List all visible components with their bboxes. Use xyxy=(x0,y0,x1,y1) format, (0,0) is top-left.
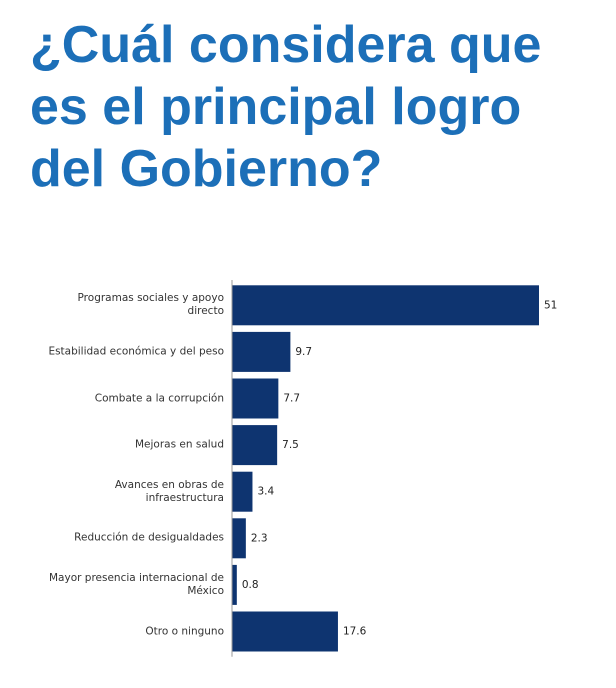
bar xyxy=(232,471,253,512)
bar xyxy=(232,564,237,605)
bar xyxy=(232,425,278,466)
category-label: Programas sociales y apoyo directo xyxy=(77,292,224,318)
chart-title: ¿Cuál considera que es el principal logr… xyxy=(30,16,542,198)
category-label: Avances en obras de infraestructura xyxy=(114,478,224,504)
bar xyxy=(232,285,539,326)
value-label: 3.4 xyxy=(257,486,274,498)
bar xyxy=(232,611,338,652)
category-label: Estabilidad económica y del peso xyxy=(48,345,224,358)
value-label: 0.8 xyxy=(242,579,259,591)
bar xyxy=(232,378,279,419)
value-label: 17.6 xyxy=(343,626,367,638)
value-label: 2.3 xyxy=(251,532,268,544)
category-label: Otro o ninguno xyxy=(145,625,224,637)
category-label: Mayor presencia internacional de México xyxy=(49,571,224,597)
bar xyxy=(232,331,291,372)
value-label: 51 xyxy=(544,299,557,311)
value-label: 9.7 xyxy=(295,346,312,358)
value-label: 7.5 xyxy=(282,439,299,451)
value-label: 7.7 xyxy=(283,393,300,405)
bar xyxy=(232,518,246,559)
category-label: Combate a la corrupción xyxy=(94,392,224,404)
category-label: Mejoras en salud xyxy=(134,438,224,451)
category-label: Reducción de desigualdades xyxy=(74,531,224,544)
